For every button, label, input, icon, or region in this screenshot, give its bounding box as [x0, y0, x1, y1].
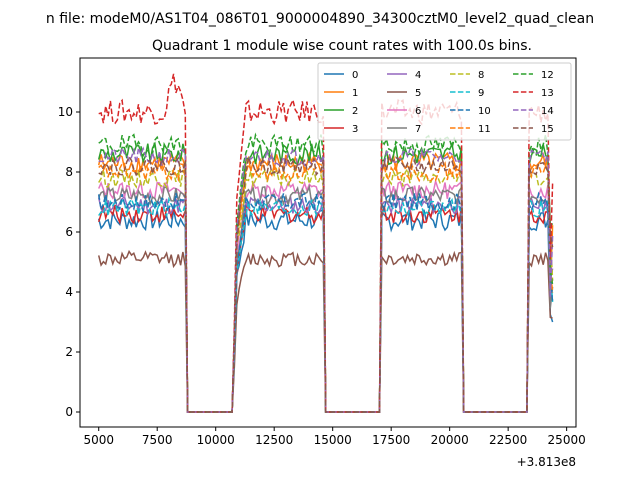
x-axis: 5000 7500 10000 12500 15000 17500 20000 22500 25… — [83, 427, 586, 447]
axes-frame — [79, 57, 577, 428]
legend-label: 1 — [352, 88, 358, 99]
legend-label: 4 — [415, 70, 421, 81]
legend-label: 3 — [352, 124, 358, 135]
series-line-15 — [98, 154, 554, 413]
plot-area: 5000 7500 10000 12500 15000 17500 20000 22500 25… — [58, 57, 586, 469]
legend-label: 13 — [541, 88, 554, 99]
legend-label: 15 — [541, 124, 554, 135]
legend-label: 6 — [415, 106, 421, 117]
legend-label: 14 — [541, 106, 554, 117]
y-tick-label: 6 — [65, 225, 73, 239]
legend-label: 12 — [541, 70, 554, 81]
legend-label: 7 — [415, 124, 421, 135]
series-layer — [97, 73, 554, 413]
legend-label: 0 — [352, 70, 358, 81]
y-tick-label: 0 — [65, 405, 73, 419]
legend-box — [317, 62, 572, 141]
chart-title: Quadrant 1 module wise count rates with … — [152, 38, 532, 54]
legend-label: 10 — [478, 106, 491, 117]
y-tick-label: 4 — [65, 285, 73, 299]
x-tick-label: 15000 — [314, 433, 352, 447]
y-axis: 0 2 4 6 8 10 — [58, 105, 80, 419]
x-tick-label: 10000 — [197, 433, 235, 447]
y-tick-label: 8 — [65, 165, 73, 179]
y-tick-label: 10 — [58, 105, 73, 119]
x-tick-label: 5000 — [83, 433, 114, 447]
x-tick-label: 7500 — [142, 433, 173, 447]
legend-label: 9 — [478, 88, 484, 99]
legend-label: 8 — [478, 70, 484, 81]
x-tick-label: 17500 — [372, 433, 410, 447]
y-tick-label: 2 — [65, 345, 73, 359]
x-offset-label: +3.813e8 — [517, 455, 576, 469]
figure-suptitle: n file: modeM0/AS1T04_086T01_9000004890_… — [46, 11, 594, 27]
legend-label: 11 — [478, 124, 491, 135]
x-tick-label: 20000 — [431, 433, 469, 447]
x-tick-label: 25000 — [548, 433, 586, 447]
legend-label: 5 — [415, 88, 421, 99]
legend-label: 2 — [352, 106, 358, 117]
x-tick-label: 22500 — [489, 433, 527, 447]
x-tick-label: 12500 — [255, 433, 293, 447]
